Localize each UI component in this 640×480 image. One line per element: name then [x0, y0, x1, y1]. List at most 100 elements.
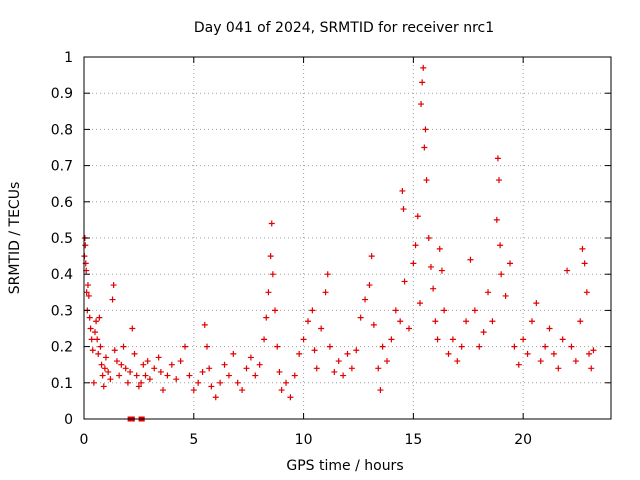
data-point	[206, 365, 213, 372]
data-point	[326, 343, 333, 350]
y-tick-label: 0.5	[51, 231, 73, 247]
x-tick-label: 0	[80, 432, 89, 448]
data-point	[190, 387, 197, 394]
y-axis-label: SRMTID / TECUs	[7, 182, 23, 295]
data-point	[87, 325, 94, 332]
data-point	[420, 64, 427, 71]
data-point	[311, 347, 318, 354]
data-point	[445, 350, 452, 357]
data-point	[94, 336, 101, 343]
data-point	[564, 267, 571, 274]
data-point	[177, 358, 184, 365]
data-point	[96, 314, 103, 321]
data-point	[300, 336, 307, 343]
data-point	[120, 343, 127, 350]
data-point	[430, 285, 437, 292]
data-point	[485, 289, 492, 296]
data-point	[377, 387, 384, 394]
plot-frame	[83, 56, 612, 420]
data-point	[454, 358, 461, 365]
data-point	[88, 336, 95, 343]
y-tick-label: 0.8	[51, 122, 73, 138]
data-point	[102, 354, 109, 361]
data-point	[438, 267, 445, 274]
data-point	[129, 325, 136, 332]
data-point	[366, 282, 373, 289]
data-point	[138, 379, 145, 386]
chart-grid	[84, 57, 611, 419]
data-point	[221, 361, 228, 368]
data-point	[230, 350, 237, 357]
data-point	[261, 336, 268, 343]
data-point	[384, 358, 391, 365]
data-point	[105, 368, 112, 375]
data-point	[131, 350, 138, 357]
data-point	[506, 260, 513, 267]
data-point	[324, 271, 331, 278]
data-point	[357, 314, 364, 321]
y-tick-label: 0.9	[51, 86, 73, 102]
data-point	[344, 350, 351, 357]
data-point	[267, 253, 274, 260]
data-point	[140, 361, 147, 368]
data-point	[98, 361, 105, 368]
data-point	[423, 177, 430, 184]
data-point	[97, 343, 104, 350]
data-point	[362, 296, 369, 303]
data-point	[458, 343, 465, 350]
data-point	[528, 318, 535, 325]
y-tick-label: 0.6	[51, 195, 73, 211]
data-point	[432, 318, 439, 325]
data-point	[247, 354, 254, 361]
data-point	[91, 329, 98, 336]
data-point	[208, 383, 215, 390]
data-point	[397, 318, 404, 325]
data-point	[86, 314, 93, 321]
data-point	[234, 379, 241, 386]
data-point	[164, 372, 171, 379]
data-point	[410, 260, 417, 267]
data-point	[418, 101, 425, 108]
data-point	[263, 314, 270, 321]
data-point	[542, 343, 549, 350]
data-point	[93, 318, 100, 325]
data-point	[586, 350, 593, 357]
data-point	[422, 126, 429, 133]
data-point	[546, 325, 553, 332]
data-point	[399, 187, 406, 194]
data-point	[412, 242, 419, 249]
data-point	[416, 300, 423, 307]
data-point	[502, 292, 509, 299]
data-point	[118, 361, 125, 368]
data-point	[283, 379, 290, 386]
data-point	[124, 379, 131, 386]
data-point	[392, 307, 399, 314]
data-point	[142, 372, 149, 379]
data-point	[276, 368, 283, 375]
data-point	[168, 361, 175, 368]
data-point	[496, 177, 503, 184]
y-tick-label: 0.7	[51, 159, 73, 175]
data-point	[581, 260, 588, 267]
y-axis-ticks: 0 0.1 0.2 0.3 0.4 0.5 0.6 0.7 0.8 0.9 1	[51, 50, 611, 428]
x-axis-ticks: 0 5 10 15 20	[80, 57, 532, 448]
data-point	[111, 347, 118, 354]
data-point	[368, 253, 375, 260]
data-point	[155, 354, 162, 361]
x-tick-label: 15	[404, 432, 422, 448]
data-point	[436, 245, 443, 252]
data-point	[225, 372, 232, 379]
data-point	[100, 383, 107, 390]
data-point	[449, 336, 456, 343]
data-point	[122, 365, 129, 372]
chart-points	[81, 64, 597, 422]
data-point	[511, 343, 518, 350]
x-tick-label: 20	[514, 432, 532, 448]
data-point	[379, 343, 386, 350]
data-point	[577, 318, 584, 325]
data-point	[268, 220, 275, 227]
data-point	[309, 307, 316, 314]
data-point	[199, 368, 206, 375]
data-point	[82, 242, 89, 249]
data-point	[494, 155, 501, 162]
